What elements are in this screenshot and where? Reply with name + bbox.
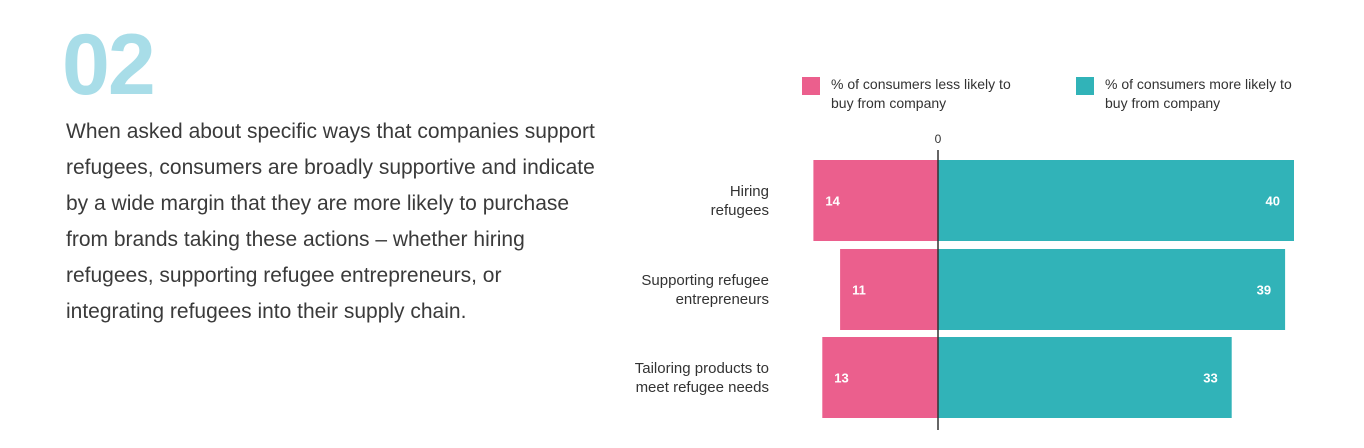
bar-less: [840, 249, 938, 330]
bar-less: [822, 337, 938, 418]
value-label-more: 33: [1203, 371, 1217, 386]
value-label-less: 11: [852, 283, 866, 298]
legend-item-more: % of consumers more likely to buy from c…: [1076, 75, 1305, 113]
category-label-line: Supporting refugee: [641, 272, 769, 289]
legend-swatch-more: [1076, 77, 1094, 95]
section-number: 02: [62, 17, 156, 113]
legend-item-less: % of consumers less likely to buy from c…: [802, 75, 1031, 113]
body-paragraph: When asked about specific ways that comp…: [66, 120, 595, 323]
zero-tick-label: 0: [935, 132, 942, 146]
bar-more: [938, 337, 1232, 418]
bar-more: [938, 160, 1294, 241]
legend-label-more: % of consumers more likely to buy from c…: [1105, 76, 1292, 111]
value-label-more: 40: [1266, 194, 1280, 209]
category-label-line: refugees: [711, 202, 769, 219]
value-label-less: 13: [834, 371, 848, 386]
category-label-line: Tailoring products to: [635, 360, 769, 377]
bar-less: [813, 160, 938, 241]
category-label: Hiring refugees: [711, 183, 769, 219]
category-label-line: Hiring: [730, 183, 769, 200]
bar-more: [938, 249, 1286, 330]
category-label-line: meet refugee needs: [636, 379, 769, 396]
category-label: Supporting refugee entrepreneurs: [641, 272, 769, 308]
category-label-line: entrepreneurs: [676, 291, 769, 308]
legend-label-less: % of consumers less likely to buy from c…: [831, 76, 1011, 111]
legend-swatch-less: [802, 77, 820, 95]
value-label-more: 39: [1257, 283, 1271, 298]
category-label: Tailoring products to meet refugee needs: [635, 360, 769, 396]
value-label-less: 14: [825, 194, 840, 209]
